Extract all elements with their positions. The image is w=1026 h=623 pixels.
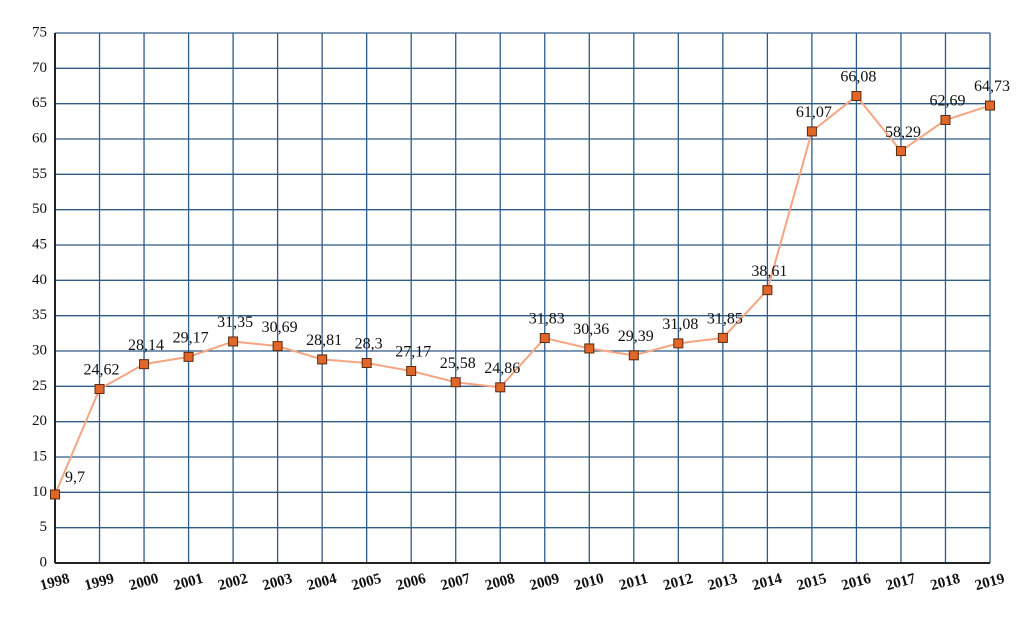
y-tick-label: 70: [32, 60, 47, 76]
marker: [183, 351, 194, 362]
y-tick-label: 30: [32, 342, 47, 358]
data-label: 31,83: [529, 311, 565, 328]
data-label: 24,62: [84, 362, 120, 379]
x-tick-label: 2008: [484, 571, 517, 594]
x-tick-label: 2009: [528, 571, 561, 594]
x-tick-label: 2006: [394, 571, 428, 594]
y-tick-label: 20: [32, 413, 47, 429]
marker: [584, 343, 595, 354]
data-label: 64,73: [974, 78, 1010, 95]
data-label: 24,86: [484, 360, 520, 377]
marker: [94, 384, 105, 395]
x-tick-label: 2014: [751, 571, 785, 594]
data-label: 61,07: [796, 104, 832, 121]
x-tick-label: 2018: [929, 571, 962, 594]
x-tick-label: 2007: [439, 571, 473, 594]
marker: [762, 285, 773, 296]
data-label: 28,81: [306, 332, 342, 349]
y-tick-label: 75: [32, 24, 47, 40]
y-tick-label: 65: [32, 95, 47, 111]
data-label: 66,08: [840, 69, 876, 86]
x-tick-label: 2016: [840, 571, 874, 594]
y-tick-label: 10: [32, 484, 47, 500]
data-label: 31,35: [217, 314, 253, 331]
marker: [495, 382, 506, 393]
y-tick-label: 0: [40, 554, 48, 570]
data-label: 9,7: [65, 469, 85, 486]
y-tick-label: 35: [32, 307, 47, 323]
data-label: 38,61: [751, 263, 787, 280]
y-tick-label: 25: [32, 378, 47, 394]
x-tick-label: 2010: [573, 571, 606, 594]
x-tick-label: 2019: [973, 571, 1006, 594]
x-tick-label: 2005: [350, 571, 383, 594]
data-label: 58,29: [885, 124, 921, 141]
marker: [317, 354, 328, 365]
data-label: 29,17: [173, 330, 209, 347]
data-label: 31,08: [662, 316, 698, 333]
data-label: 28,3: [355, 336, 383, 353]
x-tick-label: 2017: [884, 571, 918, 594]
marker: [139, 359, 150, 370]
data-label: 27,17: [395, 344, 431, 361]
x-tick-label: 2004: [305, 571, 339, 594]
x-tick-label: 2012: [662, 571, 695, 594]
x-tick-label: 2001: [172, 571, 205, 594]
marker: [806, 126, 817, 137]
x-tick-label: 2013: [706, 571, 739, 594]
y-tick-label: 60: [32, 130, 47, 146]
x-tick-label: 2002: [216, 571, 249, 594]
marker: [985, 100, 995, 111]
marker: [940, 114, 951, 125]
x-tick-label: 2015: [795, 571, 828, 594]
marker: [539, 333, 550, 344]
data-label: 30,36: [573, 321, 609, 338]
data-label: 28,14: [128, 337, 164, 354]
marker: [272, 341, 283, 352]
data-label: 29,39: [618, 328, 654, 345]
marker: [228, 336, 239, 347]
y-tick-label: 50: [32, 201, 47, 217]
marker: [361, 358, 372, 369]
y-tick-label: 45: [32, 236, 47, 252]
marker: [50, 489, 60, 500]
x-tick-label: 2011: [617, 571, 649, 594]
x-tick-label: 2003: [261, 571, 294, 594]
marker: [406, 365, 417, 376]
y-tick-label: 5: [40, 519, 48, 535]
x-tick-label: 1999: [83, 571, 116, 594]
data-label: 25,58: [440, 355, 476, 372]
y-tick-label: 40: [32, 272, 47, 288]
marker: [628, 350, 639, 361]
marker: [673, 338, 684, 349]
marker: [717, 332, 728, 343]
marker: [851, 91, 862, 102]
marker: [895, 146, 906, 157]
line: [54, 94, 991, 495]
data-label: 62,69: [929, 93, 965, 110]
x-tick-label: 2000: [127, 571, 160, 594]
data-label: 31,85: [707, 311, 743, 328]
data-label: 30,69: [262, 319, 298, 336]
y-tick-label: 15: [32, 448, 47, 464]
marker: [450, 377, 461, 388]
x-tick-label: 1998: [38, 571, 71, 594]
y-tick-label: 55: [32, 166, 47, 182]
